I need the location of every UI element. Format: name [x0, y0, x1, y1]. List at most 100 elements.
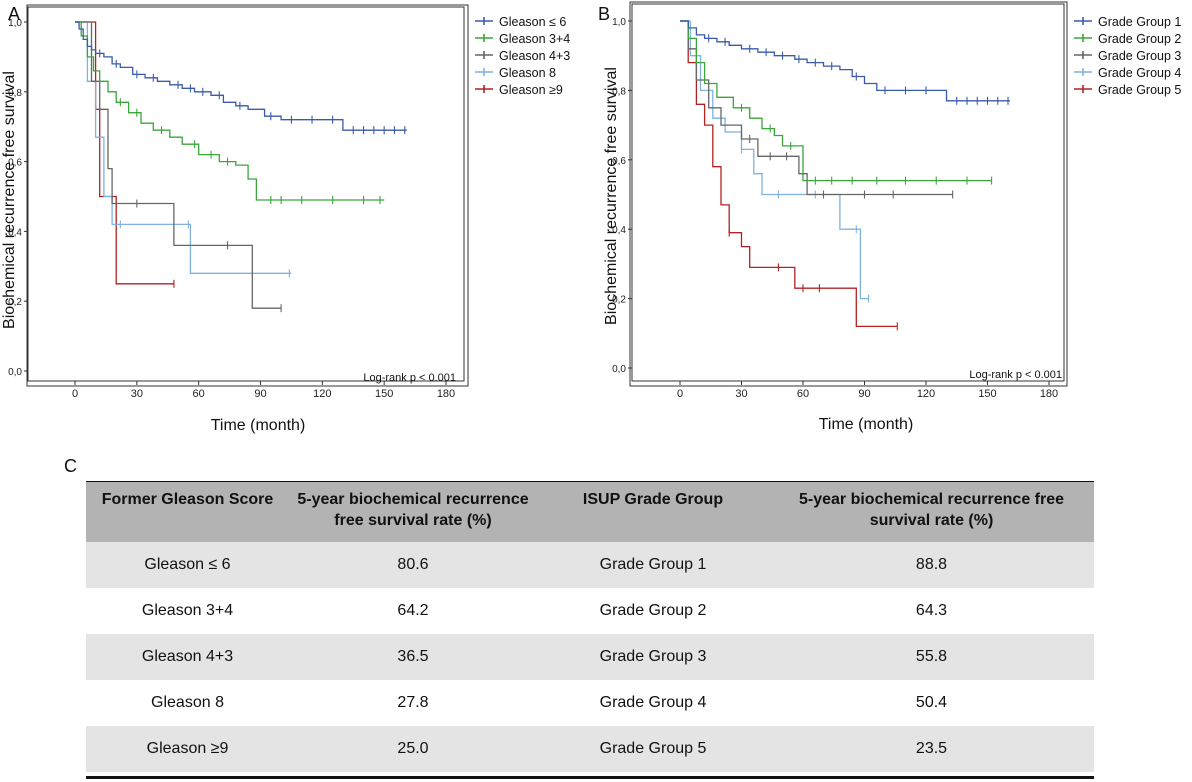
x-tick-label: 60 — [797, 388, 809, 400]
series-line — [75, 21, 385, 201]
cell-gleason-rate: 80.6 — [397, 555, 429, 573]
cell-grade-group: Grade Group 3 — [599, 647, 707, 665]
legend-entry: Grade Group 4 — [1098, 66, 1181, 80]
panel-label-b: B — [598, 4, 611, 24]
y-tick-label: 1,0 — [612, 17, 626, 28]
legend-entry: Grade Group 2 — [1098, 32, 1181, 46]
panel-label-c: C — [64, 456, 77, 476]
x-axis-label: Time (month) — [211, 417, 306, 434]
table-row: Gleason ≥9 25.0 Grade Group 5 23.5 — [86, 725, 1094, 772]
x-tick-label: 150 — [978, 388, 996, 400]
x-tick-label: 30 — [131, 388, 143, 400]
y-tick-label: 0,4 — [8, 227, 22, 238]
table-header-row: Former Gleason Score 5-year biochemical … — [86, 482, 1094, 542]
legend-swatch — [475, 85, 493, 93]
legend-swatch — [1074, 17, 1092, 25]
header-isup-grade-group: ISUP Grade Group — [582, 491, 724, 508]
table-top-rule — [86, 481, 1094, 484]
km-chart-b: 0,0 0,2 0,4 0,6 0,8 1,0 0 30 60 90 120 150 180 Time (… — [603, 1, 1181, 433]
cell-gleason-rate: 25.0 — [397, 739, 429, 757]
cell-gleason: Gleason 8 — [151, 693, 224, 711]
logrank-annotation: Log-rank p < 0.001 — [363, 372, 456, 384]
chart-frame — [26, 4, 469, 387]
table-row: Gleason 3+4 64.2 Grade Group 2 64.3 — [86, 587, 1094, 634]
y-tick-label: 1,0 — [8, 18, 22, 29]
legend-swatch — [475, 51, 493, 59]
survival-figure: A B 0,0 0,2 0,4 0,6 0,8 1,0 0 30 60 90 120 150 180 Ti… — [1, 1, 1181, 434]
x-tick-label: 180 — [1040, 388, 1058, 400]
legend-swatch — [475, 34, 493, 42]
y-tick-label: 0,2 — [8, 297, 22, 308]
cell-gleason-rate: 64.2 — [397, 601, 429, 619]
cell-grade-group: Grade Group 4 — [599, 693, 707, 711]
legend-entry: Grade Group 5 — [1098, 83, 1181, 97]
legend-swatch — [1074, 68, 1092, 76]
x-tick-label: 180 — [437, 388, 455, 400]
y-tick-label: 0,8 — [612, 86, 626, 97]
y-tick-label: 0,4 — [612, 225, 626, 236]
panel-label-a: A — [8, 4, 21, 24]
series-line — [75, 21, 174, 285]
series-line — [680, 20, 898, 328]
y-tick-label: 0,2 — [612, 295, 626, 306]
cell-grade-group: Grade Group 1 — [599, 555, 707, 573]
legend-entry: Gleason ≤ 6 — [499, 15, 566, 29]
cell-gleason: Gleason 3+4 — [141, 601, 234, 619]
cell-gleason: Gleason 4+3 — [141, 647, 234, 665]
series-line — [75, 21, 292, 274]
legend-entry: Grade Group 1 — [1098, 15, 1181, 29]
cell-gleason: Gleason ≥9 — [146, 739, 229, 757]
plot-area — [27, 6, 465, 382]
x-tick-label: 60 — [193, 388, 205, 400]
x-tick-label: 120 — [917, 388, 935, 400]
km-chart-a: 0,0 0,2 0,4 0,6 0,8 1,0 0 30 60 90 120 150 180 Time (… — [1, 4, 570, 434]
x-tick-label: 0 — [72, 388, 78, 400]
y-tick-label: 0,0 — [8, 367, 22, 378]
logrank-annotation: Log-rank p < 0.001 — [969, 369, 1062, 381]
table-row: Gleason 8 27.8 Grade Group 4 50.4 — [86, 679, 1094, 726]
survival-rate-table: Former Gleason Score 5-year biochemical … — [86, 482, 1094, 772]
header-5yr-rate-grade: 5-year biochemical recurrence free surviv… — [798, 491, 1065, 529]
survival-table-section: C Former Gleason Score 5-year biochemica… — [0, 448, 1192, 782]
chart-frame — [629, 1, 1068, 387]
cell-grade-group: Grade Group 5 — [599, 739, 707, 757]
x-tick-label: 90 — [858, 388, 870, 400]
x-axis-label: Time (month) — [819, 416, 914, 433]
x-tick-label: 30 — [735, 388, 747, 400]
series-line — [75, 21, 407, 131]
cell-grade-rate: 64.3 — [915, 601, 948, 619]
x-tick-label: 150 — [375, 388, 393, 400]
legend-swatch — [1074, 51, 1092, 59]
x-tick-label: 90 — [254, 388, 266, 400]
legend-swatch — [1074, 34, 1092, 42]
cell-grade-rate: 55.8 — [915, 647, 948, 665]
table-row: Gleason 4+3 36.5 Grade Group 3 55.8 — [86, 633, 1094, 680]
legend-swatch — [1074, 85, 1092, 93]
legend-swatch — [475, 17, 493, 25]
cell-grade-rate: 23.5 — [915, 739, 948, 757]
cell-grade-rate: 50.4 — [915, 693, 948, 711]
series-line — [680, 20, 869, 300]
y-axis-label: Biochemical recurrence free survival — [1, 71, 18, 329]
cell-gleason-rate: 36.5 — [397, 647, 429, 665]
cell-grade-group: Grade Group 2 — [599, 601, 707, 619]
series-line — [75, 21, 282, 309]
header-former-gleason: Former Gleason Score — [101, 491, 274, 508]
cell-gleason-rate: 27.8 — [397, 693, 429, 711]
plot-area — [631, 3, 1065, 382]
legend-entry: Grade Group 3 — [1098, 49, 1181, 63]
table-bottom-rule — [86, 776, 1094, 779]
y-tick-label: 0,6 — [612, 156, 626, 167]
series-line — [680, 20, 1010, 102]
table-row: Gleason ≤ 6 80.6 Grade Group 1 88.8 — [86, 541, 1094, 588]
header-5yr-rate-gleason: 5-year biochemical recurrence free surviv… — [297, 491, 529, 529]
legend-entry: Gleason ≥9 — [499, 83, 563, 97]
y-tick-label: 0,0 — [612, 364, 626, 375]
y-axis-label: Biochemical recurrence free survival — [603, 67, 620, 325]
series-line — [680, 20, 992, 182]
y-tick-label: 0,6 — [8, 158, 22, 169]
legend-entry: Gleason 8 — [499, 66, 556, 80]
legend-swatch — [475, 68, 493, 76]
y-tick-label: 0,8 — [8, 88, 22, 99]
cell-gleason: Gleason ≤ 6 — [144, 555, 231, 573]
